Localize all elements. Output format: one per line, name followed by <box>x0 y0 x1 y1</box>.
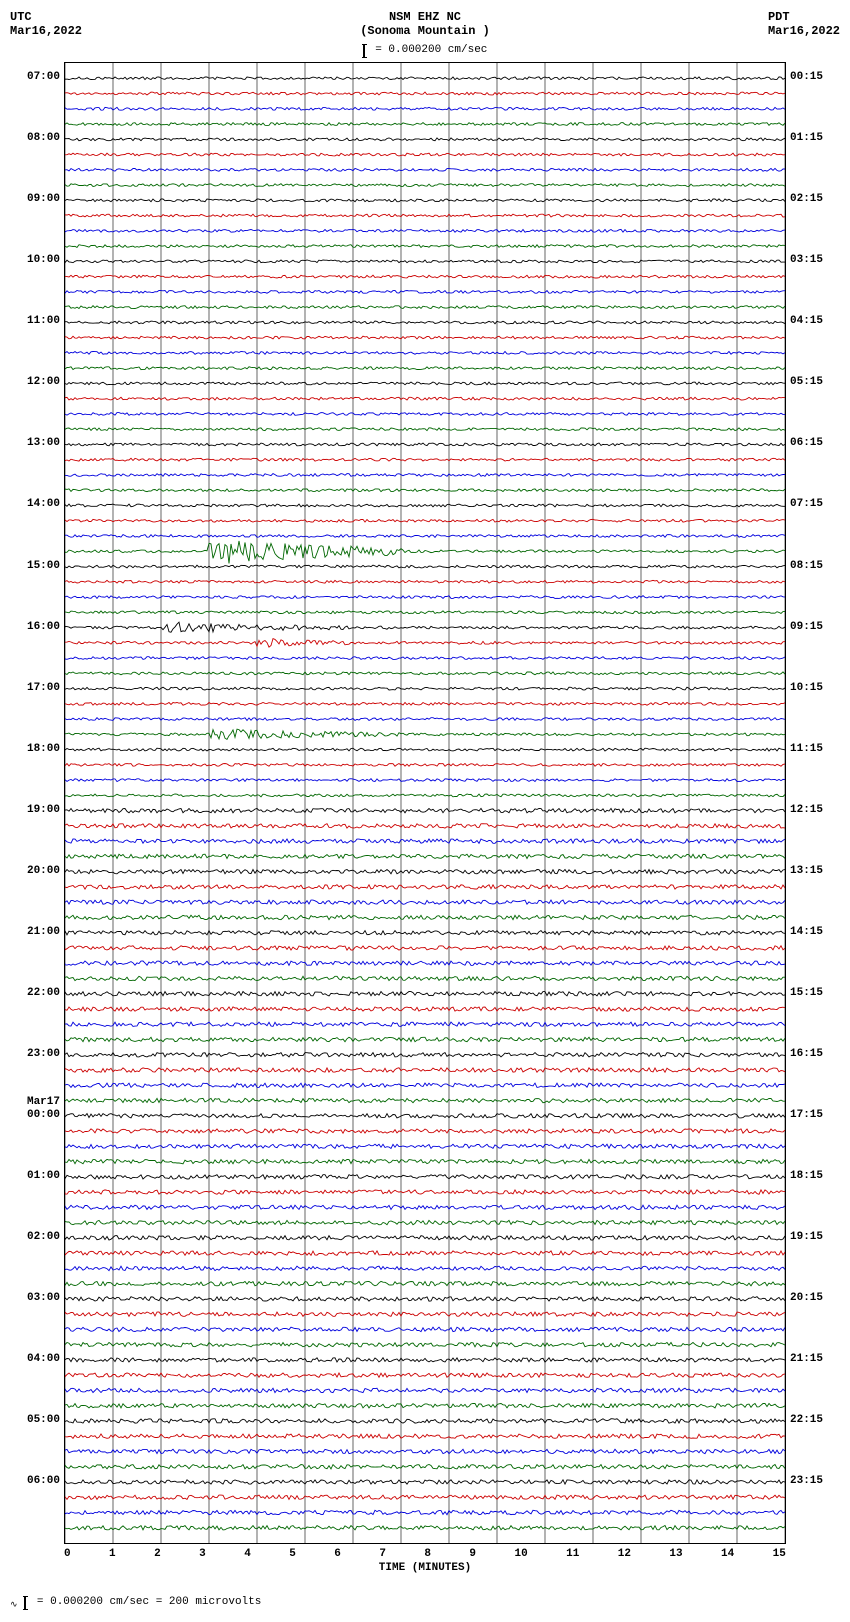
right-hour-label: 06:15 <box>790 438 823 449</box>
right-hour-label: 07:15 <box>790 499 823 510</box>
x-tick-label: 5 <box>289 1548 296 1560</box>
scale-bar-icon <box>363 44 365 58</box>
right-hour-label: 12:15 <box>790 805 823 816</box>
footer-scale: ∿ = 0.000200 cm/sec = 200 microvolts <box>10 1594 840 1610</box>
right-hour-label: 18:15 <box>790 1171 823 1182</box>
left-hour-label: 16:00 <box>27 622 60 633</box>
left-hour-label: 07:00 <box>27 72 60 83</box>
left-hour-label: 06:00 <box>27 1476 60 1487</box>
right-hour-label: 04:15 <box>790 316 823 327</box>
left-hour-label: 10:00 <box>27 255 60 266</box>
header-center: NSM EHZ NC (Sonoma Mountain ) <box>360 10 490 38</box>
chart-area: 07:00 08:00 09:00 10:00 11:00 12:00 13:00 14:00… <box>10 62 840 1544</box>
x-tick-label: 1 <box>109 1548 116 1560</box>
scale-text: = 0.000200 cm/sec <box>375 44 487 56</box>
right-hour-label: 02:15 <box>790 194 823 205</box>
x-tick-label: 10 <box>514 1548 527 1560</box>
left-hour-label: 23:00 <box>27 1049 60 1060</box>
left-axis-labels: 07:00 08:00 09:00 10:00 11:00 12:00 13:00 14:00… <box>10 62 64 1544</box>
right-hour-label: 22:15 <box>790 1415 823 1426</box>
x-tick-label: 11 <box>566 1548 579 1560</box>
station-code: NSM EHZ NC <box>360 10 490 24</box>
x-tick-label: 8 <box>424 1548 431 1560</box>
x-axis-title: TIME (MINUTES) <box>10 1562 840 1574</box>
right-hour-label: 20:15 <box>790 1293 823 1304</box>
left-hour-label: 14:00 <box>27 499 60 510</box>
x-tick-label: 3 <box>199 1548 206 1560</box>
right-hour-label: 03:15 <box>790 255 823 266</box>
x-tick-label: 14 <box>721 1548 734 1560</box>
left-hour-label: 00:00 <box>27 1110 60 1121</box>
left-hour-label: 18:00 <box>27 744 60 755</box>
x-tick-label: 2 <box>154 1548 161 1560</box>
right-hour-label: 09:15 <box>790 622 823 633</box>
right-hour-label: 08:15 <box>790 561 823 572</box>
right-hour-label: 11:15 <box>790 744 823 755</box>
left-hour-label: 19:00 <box>27 805 60 816</box>
station-location: (Sonoma Mountain ) <box>360 24 490 38</box>
left-hour-label: 08:00 <box>27 133 60 144</box>
left-hour-label: 09:00 <box>27 194 60 205</box>
right-hour-label: 23:15 <box>790 1476 823 1487</box>
header-left: UTC Mar16,2022 <box>10 10 82 38</box>
left-date-change-label: Mar17 <box>27 1097 60 1108</box>
right-timezone: PDT <box>768 10 840 24</box>
x-tick-label: 4 <box>244 1548 251 1560</box>
x-tick-label: 15 <box>773 1548 786 1560</box>
left-hour-label: 05:00 <box>27 1415 60 1426</box>
left-hour-label: 20:00 <box>27 866 60 877</box>
right-hour-label: 10:15 <box>790 683 823 694</box>
left-hour-label: 22:00 <box>27 988 60 999</box>
right-hour-label: 05:15 <box>790 377 823 388</box>
scale-bar-icon <box>24 1596 26 1610</box>
footer-text: = 0.000200 cm/sec = 200 microvolts <box>37 1596 261 1608</box>
left-hour-label: 12:00 <box>27 377 60 388</box>
header: UTC Mar16,2022 NSM EHZ NC (Sonoma Mounta… <box>10 10 840 38</box>
left-hour-label: 15:00 <box>27 561 60 572</box>
seismogram-chart <box>64 62 786 1544</box>
right-date: Mar16,2022 <box>768 24 840 38</box>
x-tick-label: 9 <box>469 1548 476 1560</box>
left-timezone: UTC <box>10 10 82 24</box>
left-hour-label: 13:00 <box>27 438 60 449</box>
header-right: PDT Mar16,2022 <box>768 10 840 38</box>
right-hour-label: 17:15 <box>790 1110 823 1121</box>
x-axis-ticks: 0123456789101112131415 <box>64 1548 786 1560</box>
seismogram-container: UTC Mar16,2022 NSM EHZ NC (Sonoma Mounta… <box>10 10 840 1610</box>
left-hour-label: 11:00 <box>27 316 60 327</box>
left-hour-label: 03:00 <box>27 1293 60 1304</box>
x-tick-label: 12 <box>618 1548 631 1560</box>
left-hour-label: 17:00 <box>27 683 60 694</box>
right-hour-label: 15:15 <box>790 988 823 999</box>
left-hour-label: 04:00 <box>27 1354 60 1365</box>
x-tick-label: 6 <box>334 1548 341 1560</box>
left-hour-label: 01:00 <box>27 1171 60 1182</box>
right-hour-label: 00:15 <box>790 72 823 83</box>
right-hour-label: 21:15 <box>790 1354 823 1365</box>
x-tick-label: 13 <box>669 1548 682 1560</box>
right-hour-label: 01:15 <box>790 133 823 144</box>
right-hour-label: 13:15 <box>790 866 823 877</box>
right-hour-label: 16:15 <box>790 1049 823 1060</box>
x-tick-label: 0 <box>64 1548 71 1560</box>
right-hour-label: 19:15 <box>790 1232 823 1243</box>
right-axis-labels: 00:15 01:15 02:15 03:15 04:15 05:15 06:15 07:15… <box>786 62 840 1544</box>
scale-indicator: = 0.000200 cm/sec <box>10 42 840 56</box>
x-tick-label: 7 <box>379 1548 386 1560</box>
left-date: Mar16,2022 <box>10 24 82 38</box>
left-hour-label: 02:00 <box>27 1232 60 1243</box>
left-hour-label: 21:00 <box>27 927 60 938</box>
right-hour-label: 14:15 <box>790 927 823 938</box>
